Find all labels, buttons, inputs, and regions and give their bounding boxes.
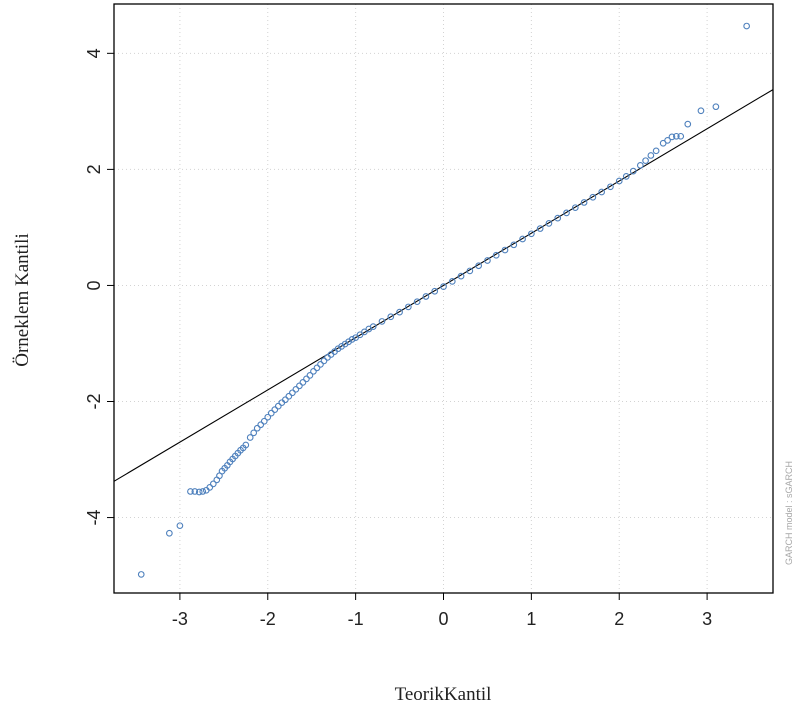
y-tick-label: -2 — [84, 393, 104, 409]
data-point — [176, 522, 184, 530]
y-tick-label: 4 — [84, 48, 104, 58]
data-point — [387, 313, 395, 321]
data-point — [563, 209, 570, 217]
data-point — [310, 367, 317, 375]
data-point — [166, 529, 173, 537]
data-point — [137, 571, 145, 578]
data-point — [519, 235, 526, 243]
data-point — [664, 137, 671, 144]
data-point — [281, 396, 289, 404]
x-axis: -3 -2 -1 0 1 2 3 — [172, 593, 712, 629]
data-point — [306, 372, 314, 379]
data-point — [250, 429, 258, 437]
y-axis: -4 -2 0 2 4 — [84, 48, 114, 526]
x-axis-title: TeorikKantil — [395, 684, 492, 705]
x-tick-label: 2 — [614, 609, 624, 629]
data-point — [274, 402, 282, 410]
data-points — [137, 22, 750, 578]
data-point — [195, 488, 203, 496]
reference-line — [113, 89, 774, 482]
data-point — [684, 120, 692, 128]
data-point — [191, 488, 199, 495]
data-point — [697, 107, 705, 115]
x-tick-label: -1 — [348, 609, 364, 629]
data-point — [378, 318, 386, 325]
x-tick-label: -2 — [260, 609, 276, 629]
data-point — [475, 262, 482, 270]
x-tick-label: 3 — [702, 609, 712, 629]
data-point — [199, 488, 207, 495]
y-tick-label: -4 — [84, 510, 104, 526]
y-tick-label: 2 — [84, 164, 104, 174]
data-point — [647, 152, 655, 159]
data-point — [448, 278, 456, 285]
data-point — [348, 336, 356, 343]
data-point — [413, 298, 421, 306]
data-point — [554, 214, 562, 222]
data-point — [636, 161, 644, 169]
model-note: GARCH model : sGARCH — [784, 461, 794, 565]
data-point — [580, 199, 588, 206]
data-point — [271, 406, 279, 413]
data-point — [629, 167, 637, 175]
y-tick-label: 0 — [84, 280, 104, 290]
data-point — [213, 476, 221, 484]
data-point — [289, 389, 296, 397]
data-point — [431, 287, 439, 295]
data-point — [652, 147, 660, 155]
grid — [114, 4, 773, 593]
y-axis-title: Örneklem Kantili — [12, 233, 33, 367]
data-point — [242, 441, 250, 449]
data-point — [571, 204, 579, 212]
data-point — [440, 283, 447, 290]
data-point — [598, 188, 606, 196]
data-point — [545, 220, 553, 227]
data-point — [405, 303, 412, 311]
data-point — [246, 434, 254, 441]
qq-reference-line — [113, 89, 774, 482]
data-point — [396, 308, 403, 316]
data-point — [317, 361, 324, 368]
data-point — [743, 22, 750, 30]
data-point — [528, 230, 535, 238]
data-point — [187, 488, 194, 495]
data-point — [296, 382, 303, 390]
data-point — [285, 392, 293, 400]
data-point — [510, 241, 518, 249]
data-point — [267, 409, 275, 417]
data-point — [672, 132, 680, 140]
x-tick-label: 0 — [438, 609, 448, 629]
data-point — [615, 177, 623, 185]
data-point — [642, 157, 649, 165]
data-point — [209, 480, 217, 488]
data-point — [369, 323, 377, 330]
data-point — [457, 272, 465, 280]
data-point — [422, 293, 430, 300]
data-point — [712, 103, 720, 111]
data-point — [264, 413, 272, 421]
data-point — [303, 375, 310, 383]
data-point — [677, 132, 685, 140]
data-point — [607, 183, 614, 191]
data-point — [484, 257, 491, 264]
data-point — [313, 364, 321, 372]
data-point — [257, 421, 265, 429]
data-point — [492, 251, 500, 259]
data-point — [206, 484, 214, 491]
x-tick-label: -3 — [172, 609, 188, 629]
x-tick-label: 1 — [526, 609, 536, 629]
data-point — [320, 357, 328, 365]
data-point — [668, 133, 676, 141]
data-point — [501, 246, 509, 254]
data-point — [299, 379, 307, 386]
data-point — [622, 172, 630, 180]
data-point — [536, 225, 544, 232]
data-point — [466, 267, 474, 275]
data-point — [253, 424, 261, 432]
data-point — [292, 385, 300, 393]
data-point — [260, 417, 268, 425]
data-point — [589, 193, 597, 201]
